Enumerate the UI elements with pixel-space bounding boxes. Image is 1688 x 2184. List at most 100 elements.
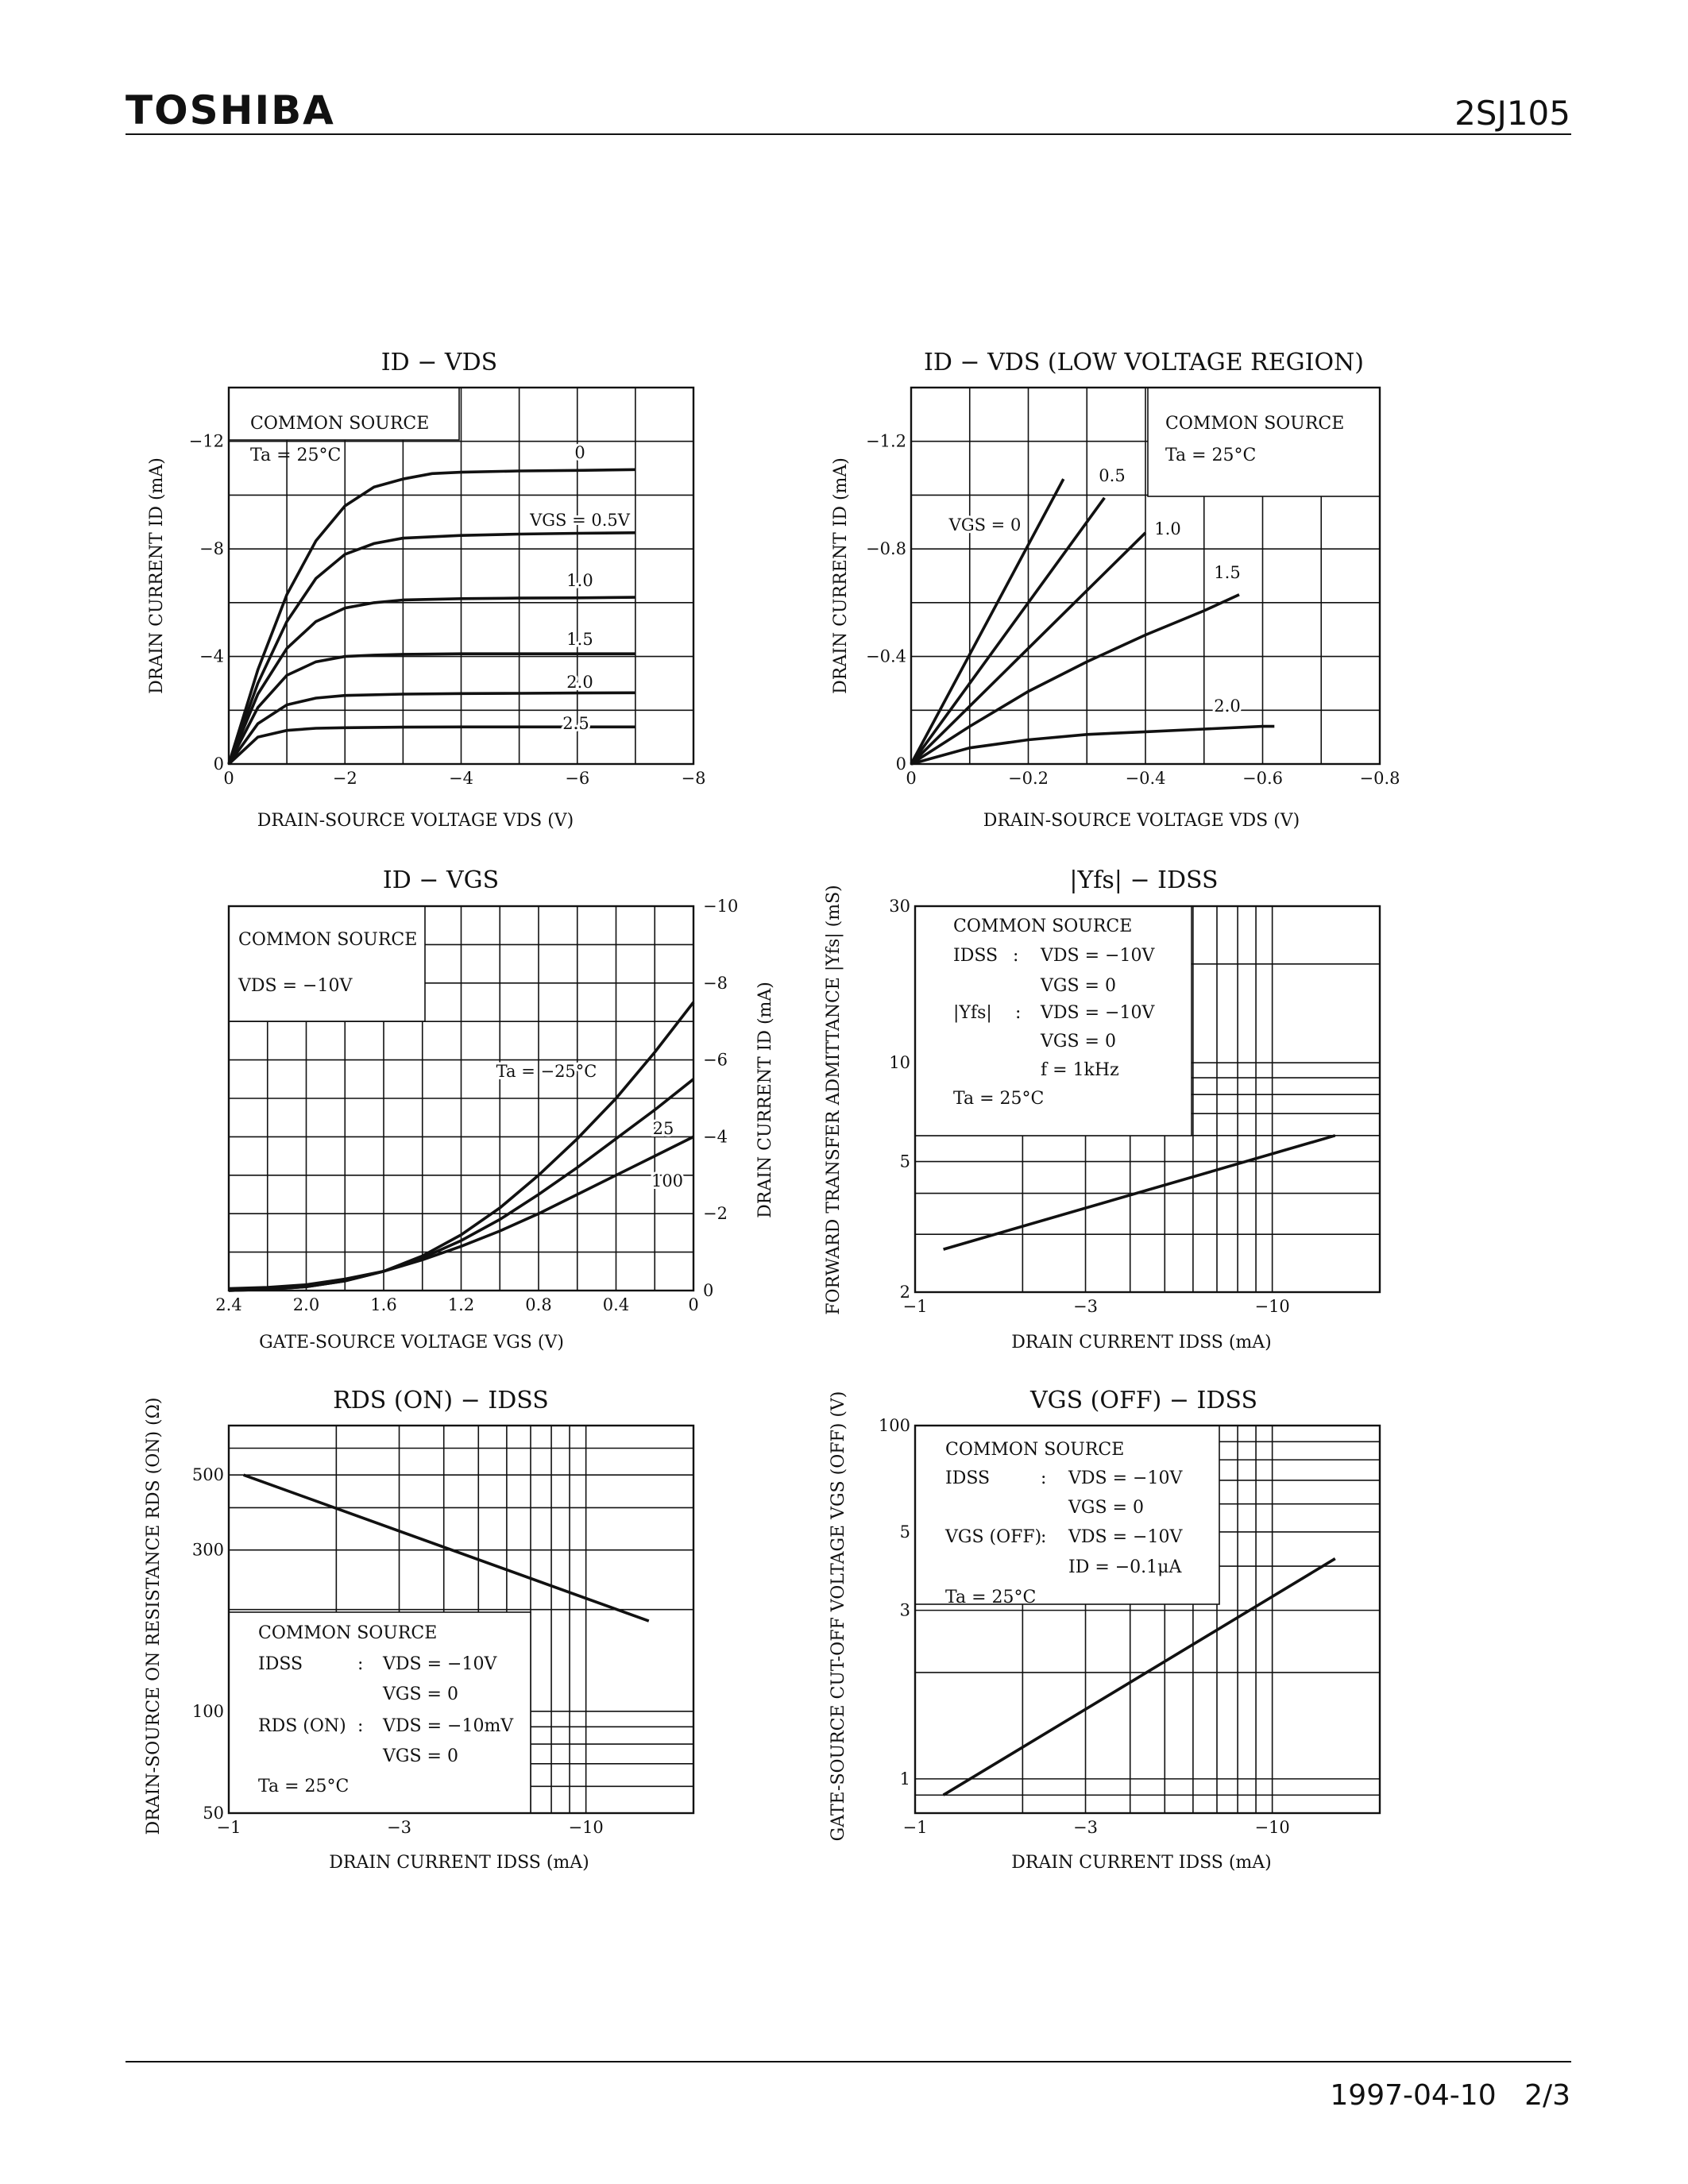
- annotation-text: COMMON SOURCE: [258, 1623, 437, 1643]
- chart-id-vds: 0 VGS = 0.5V 1.0 1.5 2.0 2.5 COMMON SOURCE Ta =…: [147, 349, 705, 831]
- annotation-text: IDSS: [953, 946, 998, 966]
- y-axis-label: DRAIN CURRENT ID (mA): [831, 457, 851, 694]
- x-tick-label: 1.6: [370, 1295, 396, 1314]
- annotation-text: Ta = 25°C: [258, 1777, 349, 1796]
- y-axis-label: DRAIN CURRENT ID (mA): [755, 982, 775, 1218]
- series-label: 2.0: [1214, 696, 1240, 716]
- y-tick-label: 3: [900, 1601, 910, 1620]
- annotation-box: [229, 388, 459, 440]
- footer-page: 2/3: [1524, 2079, 1570, 2112]
- y-axis-label: GATE-SOURCE CUT-OFF VOLTAGE VGS (OFF) (V…: [829, 1391, 848, 1842]
- x-tick-label: −4: [449, 769, 473, 788]
- y-tick-label: −8: [703, 974, 728, 993]
- series-label: 0.5: [1099, 466, 1125, 485]
- y-tick-label: −6: [703, 1051, 728, 1070]
- series-label: VGS = 0: [948, 515, 1022, 534]
- series-line--1.5: [227, 652, 635, 765]
- x-axis-label: DRAIN CURRENT IDSS (mA): [1011, 1853, 1272, 1873]
- series-line-100: [228, 1135, 694, 1291]
- x-tick-label: −1: [903, 1297, 928, 1316]
- y-tick-label: −4: [703, 1127, 728, 1146]
- x-tick-label: −3: [387, 1818, 411, 1837]
- y-tick-label: 5: [900, 1152, 910, 1171]
- x-tick-label: −6: [565, 769, 589, 788]
- x-tick-label: 0: [223, 769, 234, 788]
- x-tick-label: −0.4: [1126, 769, 1166, 788]
- annotation-text: VDS = −10V: [382, 1654, 497, 1674]
- annotation-text: COMMON SOURCE: [945, 1440, 1124, 1460]
- y-tick-label: −0.8: [866, 539, 906, 558]
- annotation-text: VDS = −10V: [1040, 946, 1155, 966]
- y-tick-label: 100: [192, 1702, 224, 1721]
- annotation-text: RDS (ON): [258, 1716, 346, 1736]
- y-tick-label: 0: [896, 754, 906, 774]
- x-tick-label: −0.2: [1008, 769, 1049, 788]
- y-axis-label: FORWARD TRANSFER ADMITTANCE |Yfs| (mS): [824, 885, 844, 1315]
- annotation-box: [229, 906, 425, 1021]
- series-label: 1.5: [1214, 563, 1240, 582]
- y-tick-label: 50: [203, 1804, 224, 1823]
- x-tick-label: 2.0: [293, 1295, 319, 1314]
- chart-title: ID − VGS: [383, 866, 499, 894]
- annotation-text: :: [1015, 1003, 1021, 1023]
- plot-frame: [227, 1424, 695, 1815]
- series-line-0: [910, 478, 1065, 765]
- x-tick-label: −2: [333, 769, 357, 788]
- series-line--1.0: [910, 531, 1147, 766]
- series-label: Ta = −25°C: [496, 1062, 597, 1081]
- series-line--2.0: [910, 724, 1275, 766]
- x-axis-label: DRAIN CURRENT IDSS (mA): [1011, 1333, 1272, 1352]
- y-tick-label: −1.2: [866, 432, 906, 451]
- x-axis-label: DRAIN-SOURCE VOLTAGE VDS (V): [983, 811, 1300, 831]
- annotation-box: [915, 906, 1192, 1136]
- annotation-text: Ta = 25°C: [250, 446, 341, 465]
- brand-logo: TOSHIBA: [126, 87, 335, 133]
- y-tick-label: 500: [192, 1465, 224, 1484]
- series-label: VGS = 0.5V: [529, 511, 631, 530]
- annotation-text: VDS = −10mV: [382, 1716, 514, 1736]
- chart-title: RDS (ON) − IDSS: [333, 1387, 549, 1414]
- chart-id-vds-low-voltage: VGS = 0 0.5 1.0 1.5 2.0 COMMON SOURCE Ta = 25°…: [831, 349, 1400, 831]
- series-line--0.5: [910, 496, 1106, 766]
- x-tick-label: 0.8: [525, 1295, 551, 1314]
- annotation-text: VDS = −10V: [1040, 1003, 1155, 1023]
- series-line-Rds: [242, 1473, 650, 1623]
- x-tick-label: 0: [906, 769, 916, 788]
- x-axis-label: DRAIN-SOURCE VOLTAGE VDS (V): [257, 811, 574, 831]
- x-tick-label: 0.4: [603, 1295, 629, 1314]
- part-number: 2SJ105: [1454, 94, 1570, 133]
- annotation-text: COMMON SOURCE: [953, 916, 1132, 936]
- y-tick-label: −10: [703, 897, 738, 916]
- annotation-text: VGS = 0: [382, 1684, 458, 1704]
- series-label: 2.0: [566, 673, 593, 692]
- annotation-text: COMMON SOURCE: [250, 414, 429, 434]
- plot-frame: [227, 386, 695, 766]
- chart-title: |Yfs| − IDSS: [1069, 866, 1218, 894]
- annotation-text: :: [1013, 946, 1018, 966]
- annotation-text: f = 1kHz: [1041, 1060, 1119, 1080]
- series-line-Yfs: [943, 1134, 1336, 1251]
- annotation-text: :: [357, 1716, 363, 1736]
- annotation-box: [229, 1612, 531, 1813]
- annotation-box: [1148, 388, 1380, 496]
- annotation-text: |Yfs|: [953, 1003, 992, 1023]
- annotation-text: :: [357, 1654, 363, 1674]
- footer-info: 1997-04-10 2/3: [1311, 2079, 1570, 2112]
- series-line--1.0: [227, 596, 635, 765]
- y-tick-label: −4: [199, 647, 224, 666]
- footer-rule: [126, 2061, 1571, 2062]
- header-rule: [126, 133, 1571, 135]
- y-tick-label: 100: [879, 1416, 910, 1435]
- series-line--2.5: [227, 725, 635, 766]
- x-axis-label: GATE-SOURCE VOLTAGE VGS (V): [259, 1333, 564, 1352]
- x-tick-label: 1.2: [448, 1295, 474, 1314]
- plot-frame: [914, 1424, 1381, 1815]
- annotation-text: ID = −0.1μA: [1068, 1557, 1182, 1577]
- annotation-text: VGS = 0: [382, 1746, 458, 1766]
- annotation-text: VGS = 0: [1040, 976, 1116, 996]
- x-tick-label: −0.8: [1360, 769, 1400, 788]
- annotation-text: Ta = 25°C: [953, 1089, 1044, 1109]
- x-tick-label: −10: [568, 1818, 603, 1837]
- annotation-text: IDSS: [258, 1654, 303, 1674]
